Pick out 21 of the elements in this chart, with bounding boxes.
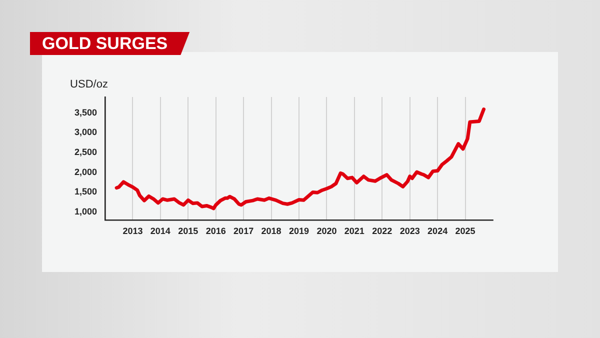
x-tick-label: 2018 bbox=[261, 226, 282, 236]
x-tick-label: 2013 bbox=[122, 226, 143, 236]
y-tick-label: 2,000 bbox=[74, 166, 97, 177]
x-tick-label: 2024 bbox=[428, 226, 448, 236]
y-tick-label: 3,000 bbox=[74, 127, 97, 138]
chart-title: GOLD SURGES bbox=[30, 32, 190, 55]
x-tick-label: 2015 bbox=[178, 226, 198, 236]
y-tick-label: 3,500 bbox=[74, 107, 97, 118]
y-tick-label: 1,000 bbox=[74, 206, 97, 217]
x-tick-label: 2020 bbox=[316, 226, 337, 236]
x-tick-label: 2017 bbox=[234, 226, 254, 236]
y-tick-label: 1,500 bbox=[74, 186, 97, 197]
y-axis-title: USD/oz bbox=[70, 78, 108, 91]
x-tick-label: 2022 bbox=[372, 226, 392, 236]
x-tick-label: 2023 bbox=[400, 226, 420, 236]
x-tick-label: 2016 bbox=[206, 226, 226, 236]
y-tick-label: 2,500 bbox=[74, 147, 97, 158]
x-tick-label: 2019 bbox=[288, 226, 310, 236]
x-tick-label: 2025 bbox=[455, 226, 476, 236]
x-tick-label: 2014 bbox=[150, 226, 170, 236]
x-tick-label: 2021 bbox=[344, 226, 364, 236]
